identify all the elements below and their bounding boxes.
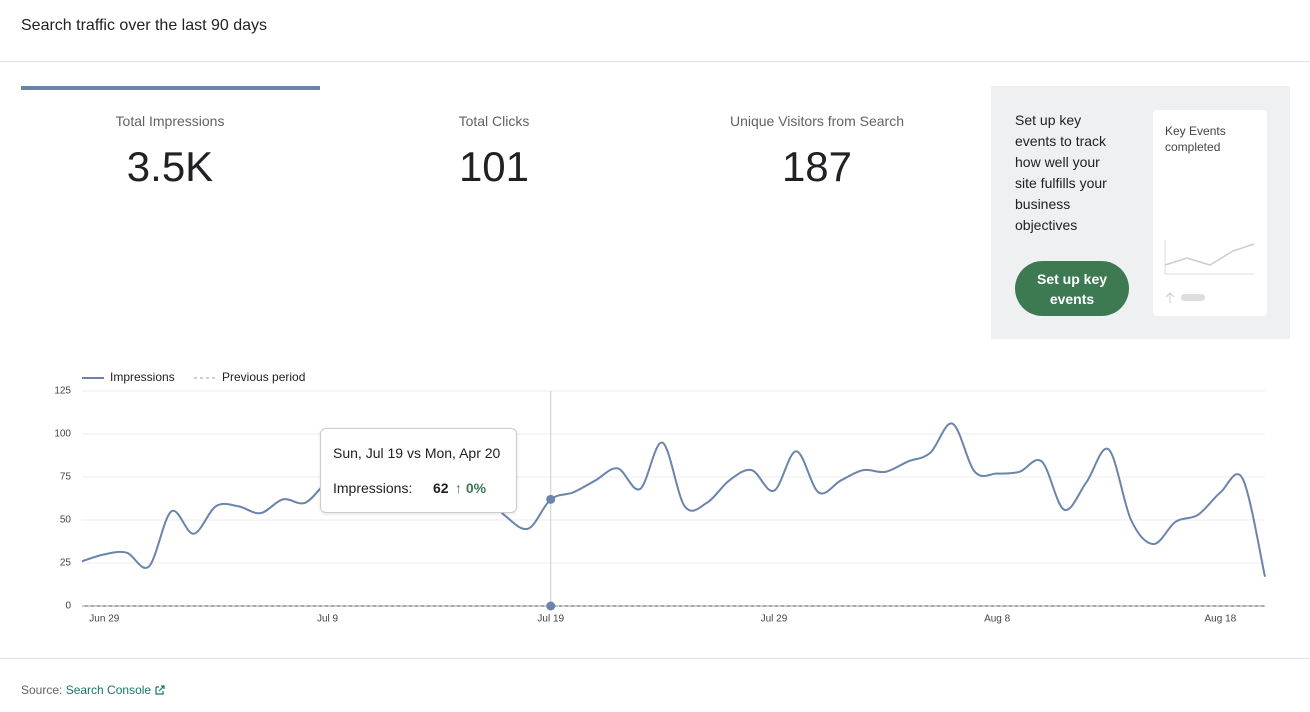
- tooltip-title: Sun, Jul 19 vs Mon, Apr 20: [333, 445, 501, 461]
- hover-dot: [546, 601, 556, 611]
- x-tick-label: Jul 29: [761, 614, 788, 625]
- setup-button[interactable]: Set up key events: [1015, 261, 1129, 316]
- metric-value: 3.5K: [126, 143, 214, 190]
- promo-card: Set up key events to track how well your…: [991, 86, 1290, 339]
- x-tick-label: Aug 8: [984, 614, 1011, 625]
- x-tick-label: Aug 18: [1205, 614, 1237, 625]
- button-label: Set up key events: [1036, 270, 1108, 307]
- y-tick-label: 25: [60, 558, 72, 569]
- tooltip: Sun, Jul 19 vs Mon, Apr 20 Impressions: …: [320, 428, 517, 513]
- metric-label[interactable]: Total Clicks: [458, 113, 530, 129]
- metric-value: 187: [781, 143, 853, 190]
- hover-dot: [546, 494, 556, 504]
- y-tick-label: 50: [60, 515, 72, 526]
- divider: [0, 61, 1310, 62]
- page-title: Search traffic over the last 90 days: [21, 17, 268, 34]
- metric-label[interactable]: Total Impressions: [115, 113, 225, 129]
- mini-illustration: [1164, 240, 1255, 303]
- selected-tab-bar: [21, 86, 320, 90]
- y-tick-label: 0: [65, 601, 71, 612]
- source-label: Source:: [21, 683, 63, 697]
- tooltip-value: 62: [433, 480, 449, 496]
- legend-label: Previous period: [222, 370, 305, 384]
- divider: [0, 658, 1310, 659]
- chart: 0 25 50 75 100 125 Jun 29 Jul 9 Jul 19 Jul 29 Aug …: [54, 370, 1266, 625]
- y-tick-label: 125: [54, 386, 71, 397]
- mini-card: Key Events completed: [1153, 110, 1267, 316]
- x-tick-label: Jul 19: [537, 614, 564, 625]
- promo-text: Set up key events to track how well your…: [1015, 112, 1107, 233]
- source-link[interactable]: Search Console: [65, 683, 152, 697]
- y-tick-label: 100: [54, 429, 71, 440]
- external-icon: [155, 685, 166, 695]
- metric-label[interactable]: Unique Visitors from Search: [729, 113, 905, 129]
- metric-value: 101: [458, 143, 530, 190]
- mini-card-title: Key Events completed: [1165, 124, 1226, 154]
- y-tick-label: 75: [60, 472, 72, 483]
- series-line: [81, 422, 1266, 577]
- tooltip-change: ↑ 0%: [455, 480, 487, 496]
- tooltip-label: Impressions:: [333, 480, 413, 496]
- x-tick-label: Jun 29: [89, 614, 119, 625]
- change-value: 0%: [465, 480, 487, 496]
- legend-label: Impressions: [110, 370, 175, 384]
- footer: Source: Search Console: [21, 683, 166, 697]
- x-tick-label: Jul 9: [317, 614, 339, 625]
